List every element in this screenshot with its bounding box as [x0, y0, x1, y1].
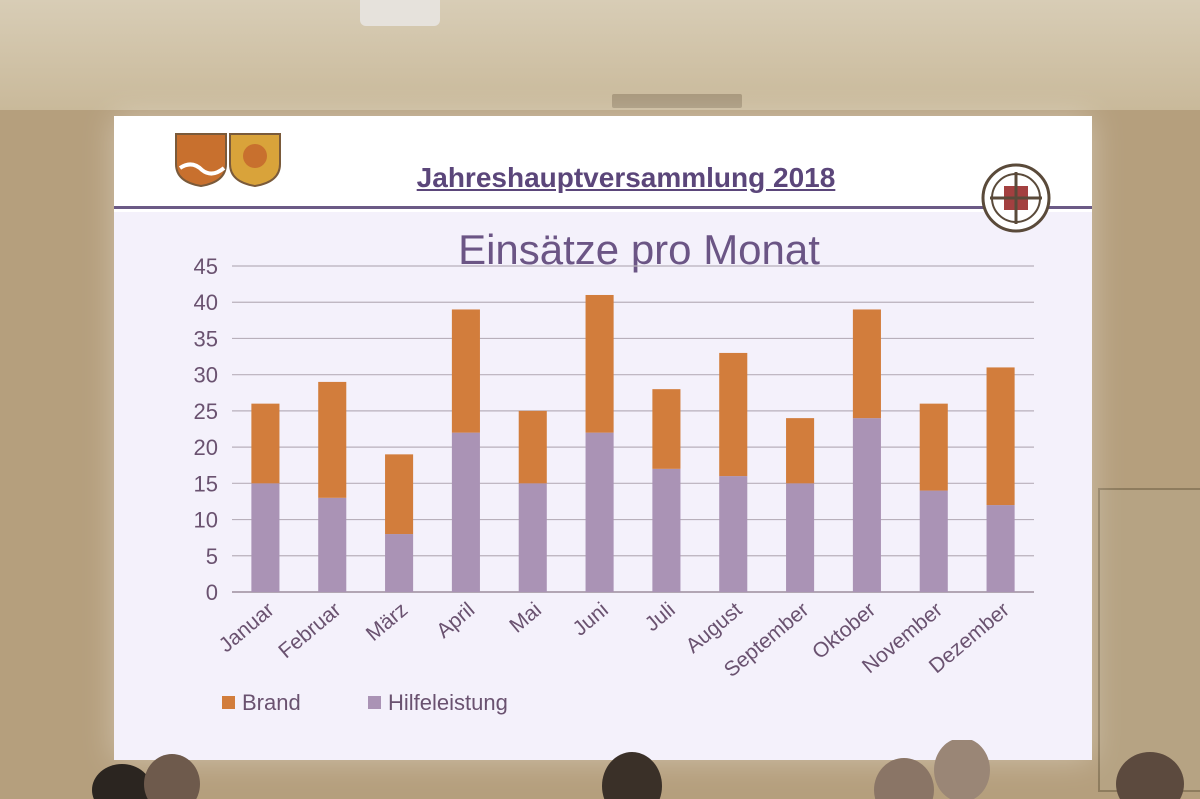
y-tick-label: 10 [194, 508, 218, 533]
legend-label: Brand [242, 690, 301, 715]
legend: Brand Hilfeleistung [222, 690, 508, 715]
bar-brand-september [786, 418, 815, 484]
legend-swatch [222, 696, 235, 709]
y-tick-label: 25 [194, 399, 218, 424]
bar-brand-oktober [852, 309, 881, 419]
gridlines [232, 265, 1034, 593]
bar-hilfeleistung-dezember [986, 505, 1015, 592]
y-tick-label: 0 [206, 580, 218, 605]
bar-hilfeleistung-juni [585, 432, 614, 592]
x-tick-label: März [362, 598, 413, 646]
bar-hilfeleistung-februar [318, 497, 347, 592]
legend-swatch [368, 696, 381, 709]
ceiling-vent [612, 94, 742, 108]
bar-hilfeleistung-april [451, 432, 480, 592]
header-divider [114, 206, 1092, 209]
y-axis: 0 5 10 15 20 25 30 35 40 45 [194, 254, 218, 605]
x-tick-label: Mai [505, 598, 546, 637]
y-tick-label: 15 [194, 471, 218, 496]
chart-area: Einsätze pro Monat 0 5 10 15 20 25 30 35 40 45 Ja… [194, 226, 1034, 715]
bar-hilfeleistung-juli [652, 468, 681, 592]
x-tick-label: April [432, 598, 479, 643]
bar-brand-märz [385, 454, 414, 535]
audience-heads [92, 740, 1184, 799]
y-tick-label: 35 [194, 326, 218, 351]
projector [360, 0, 440, 26]
bar-hilfeleistung-oktober [852, 418, 881, 592]
x-tick-label: Februar [274, 598, 345, 663]
wall-door [1098, 488, 1200, 792]
bars [251, 294, 1015, 592]
y-tick-label: 45 [194, 254, 218, 279]
x-tick-label: Januar [215, 598, 279, 657]
bar-brand-juli [652, 389, 681, 469]
bar-hilfeleistung-märz [385, 534, 414, 592]
bar-brand-februar [318, 381, 347, 498]
bar-hilfeleistung-mai [518, 483, 547, 592]
projection-screen: Jahreshauptversammlung 2018 Einsätze pro… [114, 116, 1092, 760]
bar-brand-juni [585, 294, 614, 433]
bar-brand-mai [518, 410, 547, 484]
fire-brigade-emblem [981, 163, 1051, 233]
chart-title: Einsätze pro Monat [458, 226, 820, 273]
y-tick-label: 20 [194, 435, 218, 460]
bar-hilfeleistung-januar [251, 483, 280, 592]
bar-brand-januar [251, 403, 280, 484]
bar-brand-november [919, 403, 948, 491]
ceiling [0, 0, 1200, 110]
y-tick-label: 5 [206, 544, 218, 569]
x-tick-label: Juni [568, 598, 612, 640]
coat-of-arms-logo [175, 133, 281, 188]
bar-hilfeleistung-september [786, 483, 815, 592]
bar-brand-april [451, 309, 480, 433]
bar-brand-august [719, 352, 748, 477]
y-tick-label: 40 [194, 290, 218, 315]
x-tick-label: Juli [641, 598, 680, 636]
bar-hilfeleistung-november [919, 490, 948, 592]
bar-brand-dezember [986, 367, 1015, 506]
y-tick-label: 30 [194, 363, 218, 388]
slide-heading: Jahreshauptversammlung 2018 [416, 162, 836, 193]
bar-hilfeleistung-august [719, 476, 748, 592]
legend-label: Hilfeleistung [388, 690, 508, 715]
